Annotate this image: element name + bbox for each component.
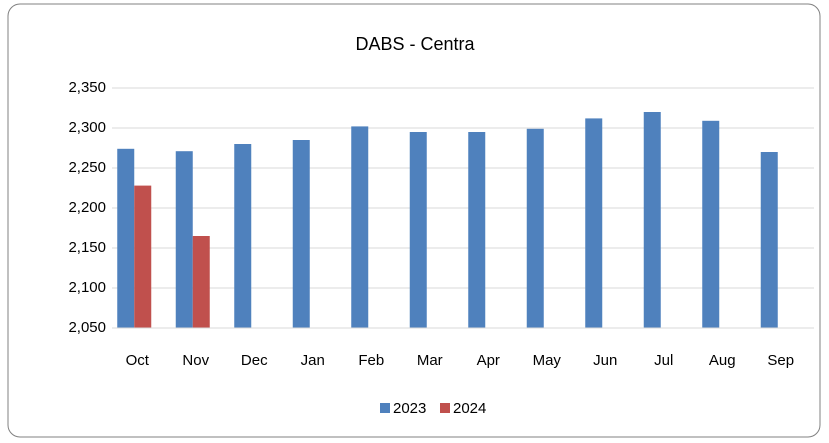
x-tick-label: Oct — [126, 352, 150, 369]
x-tick-label: Mar — [417, 352, 443, 369]
y-tick-label: 2,350 — [68, 79, 106, 96]
y-tick-label: 2,200 — [68, 199, 106, 216]
legend-swatch — [380, 403, 390, 413]
legend-label: 2023 — [393, 400, 426, 417]
bar — [192, 236, 210, 328]
y-tick-label: 2,250 — [68, 159, 106, 176]
y-tick-label: 2,300 — [68, 119, 106, 136]
x-tick-label: Aug — [709, 352, 736, 369]
x-tick-label: Sep — [767, 352, 794, 369]
x-tick-label: May — [533, 352, 562, 369]
bar — [134, 185, 152, 328]
bar — [234, 144, 252, 328]
bar — [643, 112, 661, 328]
x-tick-label: Apr — [477, 352, 500, 369]
y-tick-label: 2,150 — [68, 239, 106, 256]
x-tick-label: Jun — [593, 352, 617, 369]
chart-title: DABS - Centra — [355, 34, 475, 54]
x-tick-label: Jul — [654, 352, 673, 369]
bar — [292, 140, 310, 328]
bar — [117, 148, 135, 328]
y-tick-label: 2,100 — [68, 279, 106, 296]
bar — [585, 118, 603, 329]
legend-label: 2024 — [453, 400, 486, 417]
x-tick-label: Jan — [301, 352, 325, 369]
bar — [351, 126, 369, 329]
x-tick-label: Nov — [182, 352, 209, 369]
y-tick-label: 2,050 — [68, 319, 106, 336]
bar — [409, 132, 427, 328]
legend-swatch — [440, 403, 450, 413]
x-tick-label: Feb — [358, 352, 384, 369]
bar — [702, 120, 720, 328]
bar — [526, 128, 544, 328]
bar — [175, 151, 193, 328]
bar — [468, 132, 486, 328]
x-tick-label: Dec — [241, 352, 268, 369]
bar — [760, 152, 778, 328]
